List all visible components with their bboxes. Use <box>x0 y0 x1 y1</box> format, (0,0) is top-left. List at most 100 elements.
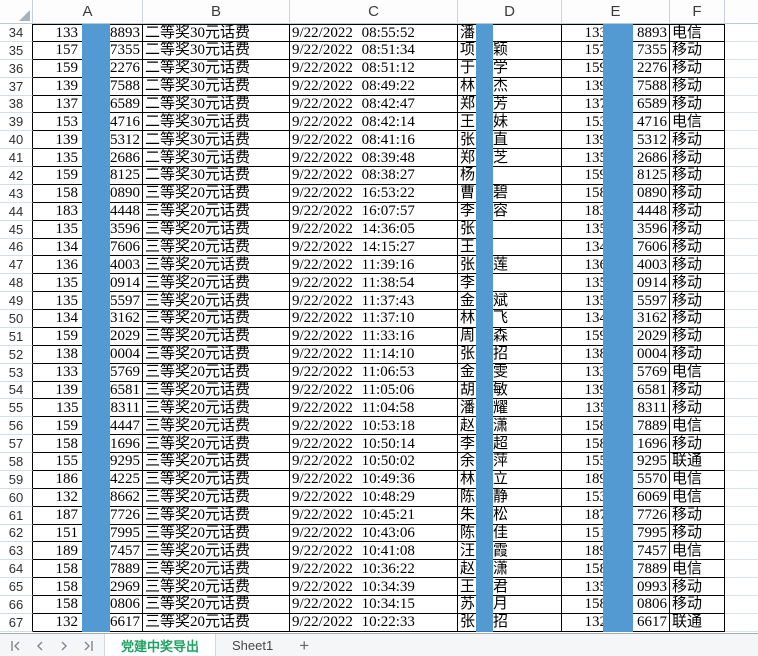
empty-cell[interactable] <box>725 596 758 614</box>
empty-cell[interactable] <box>725 113 758 132</box>
row-number[interactable]: 41 <box>0 149 33 167</box>
row-number[interactable]: 36 <box>0 59 33 78</box>
row-number[interactable]: 63 <box>0 542 33 561</box>
cell-carrier[interactable]: 移动 <box>670 506 725 525</box>
cell-prize[interactable]: 三等奖20元话费 <box>143 381 290 400</box>
cell-datetime[interactable]: 9/22/2022 08:39:48 <box>290 149 458 167</box>
row-number[interactable]: 62 <box>0 524 33 543</box>
cell-prize[interactable]: 三等奖20元话费 <box>143 327 290 346</box>
cell-prize[interactable]: 三等奖20元话费 <box>143 292 290 310</box>
cell-prize[interactable]: 二等奖30元话费 <box>143 77 290 96</box>
row-number[interactable]: 39 <box>0 113 33 132</box>
cell-datetime[interactable]: 9/22/2022 16:53:22 <box>290 184 458 203</box>
cell-carrier[interactable]: 电信 <box>670 24 725 42</box>
cell-name[interactable]: 金斌 <box>458 292 562 310</box>
cell-datetime[interactable]: 9/22/2022 10:50:02 <box>290 453 458 471</box>
row-number[interactable]: 34 <box>0 24 33 42</box>
cell-carrier[interactable]: 移动 <box>670 292 725 310</box>
cell-phone-a[interactable]: 159 2276 <box>33 59 143 78</box>
row-number[interactable]: 54 <box>0 381 33 400</box>
cell-phone-e[interactable]: 133 5769 <box>562 363 670 382</box>
cell-name[interactable]: 李容 <box>458 202 562 221</box>
previous-sheet-button[interactable] <box>33 639 46 652</box>
cell-datetime[interactable]: 9/22/2022 11:33:16 <box>290 327 458 346</box>
cell-phone-a[interactable]: 158 1696 <box>33 435 143 453</box>
cell-prize[interactable]: 三等奖20元话费 <box>143 363 290 382</box>
cell-carrier[interactable]: 电信 <box>670 542 725 561</box>
cell-carrier[interactable]: 移动 <box>670 578 725 596</box>
cell-datetime[interactable]: 9/22/2022 14:36:05 <box>290 220 458 239</box>
next-sheet-button[interactable] <box>57 639 70 652</box>
empty-cell[interactable] <box>725 560 758 579</box>
cell-name[interactable]: 张莲 <box>458 256 562 275</box>
cell-prize[interactable]: 三等奖20元话费 <box>143 202 290 221</box>
row-number[interactable]: 48 <box>0 274 33 293</box>
add-sheet-button[interactable]: + <box>299 635 310 655</box>
cell-datetime[interactable]: 9/22/2022 11:06:53 <box>290 363 458 382</box>
row-number[interactable]: 61 <box>0 506 33 525</box>
cell-prize[interactable]: 三等奖20元话费 <box>143 274 290 293</box>
cell-carrier[interactable]: 移动 <box>670 399 725 418</box>
cell-datetime[interactable]: 9/22/2022 08:55:52 <box>290 24 458 42</box>
cell-prize[interactable]: 二等奖30元话费 <box>143 167 290 185</box>
cell-datetime[interactable]: 9/22/2022 10:22:33 <box>290 613 458 632</box>
cell-prize[interactable]: 二等奖30元话费 <box>143 59 290 78</box>
cell-datetime[interactable]: 9/22/2022 10:36:22 <box>290 560 458 579</box>
cell-prize[interactable]: 三等奖20元话费 <box>143 310 290 328</box>
row-number[interactable]: 49 <box>0 292 33 310</box>
cell-name[interactable]: 赵潇 <box>458 417 562 436</box>
cell-name[interactable]: 林飞 <box>458 310 562 328</box>
cell-carrier[interactable]: 移动 <box>670 41 725 60</box>
row-number[interactable]: 42 <box>0 167 33 185</box>
cell-name[interactable]: 陈佳 <box>458 524 562 543</box>
cell-name[interactable]: 林立 <box>458 470 562 489</box>
row-number[interactable]: 47 <box>0 256 33 275</box>
cell-prize[interactable]: 三等奖20元话费 <box>143 184 290 203</box>
row-number[interactable]: 64 <box>0 560 33 579</box>
cell-carrier[interactable]: 移动 <box>670 202 725 221</box>
cell-datetime[interactable]: 9/22/2022 11:05:06 <box>290 381 458 400</box>
sheet-tab-sheet1[interactable]: Sheet1 <box>232 638 274 653</box>
column-header-d[interactable]: D <box>458 0 562 24</box>
cell-carrier[interactable]: 电信 <box>670 113 725 132</box>
cell-prize[interactable]: 二等奖30元话费 <box>143 149 290 167</box>
cell-carrier[interactable]: 移动 <box>670 256 725 275</box>
cell-prize[interactable]: 三等奖20元话费 <box>143 238 290 257</box>
empty-cell[interactable] <box>725 78 758 96</box>
cell-name[interactable]: 郑芝 <box>458 149 562 167</box>
row-number[interactable]: 45 <box>0 220 33 239</box>
empty-cell[interactable] <box>725 256 758 275</box>
cell-carrier[interactable]: 移动 <box>670 381 725 400</box>
empty-cell[interactable] <box>725 96 758 114</box>
cell-datetime[interactable]: 9/22/2022 11:04:58 <box>290 399 458 418</box>
empty-cell[interactable] <box>725 471 758 489</box>
cell-prize[interactable]: 三等奖20元话费 <box>143 560 290 579</box>
cell-name[interactable]: 胡敏 <box>458 381 562 400</box>
cell-carrier[interactable]: 移动 <box>670 596 725 614</box>
empty-cell[interactable] <box>725 60 758 78</box>
row-number[interactable]: 53 <box>0 363 33 382</box>
row-number[interactable]: 60 <box>0 488 33 507</box>
empty-cell[interactable] <box>725 328 758 346</box>
empty-cell[interactable] <box>725 167 758 185</box>
cell-datetime[interactable]: 9/22/2022 08:51:12 <box>290 59 458 78</box>
cell-name[interactable]: 余萍 <box>458 453 562 471</box>
cell-prize[interactable]: 二等奖30元话费 <box>143 24 290 42</box>
row-number[interactable]: 43 <box>0 184 33 203</box>
cell-datetime[interactable]: 9/22/2022 08:41:16 <box>290 131 458 150</box>
empty-cell[interactable] <box>725 578 758 596</box>
row-number[interactable]: 51 <box>0 327 33 346</box>
cell-prize[interactable]: 二等奖30元话费 <box>143 131 290 150</box>
empty-cell[interactable] <box>725 453 758 471</box>
cell-datetime[interactable]: 9/22/2022 11:37:10 <box>290 310 458 328</box>
row-number[interactable]: 35 <box>0 41 33 60</box>
cell-prize[interactable]: 三等奖20元话费 <box>143 596 290 614</box>
cell-datetime[interactable]: 9/22/2022 10:34:39 <box>290 578 458 596</box>
row-number[interactable]: 57 <box>0 435 33 453</box>
cell-name[interactable]: 赵潇 <box>458 560 562 579</box>
cell-carrier[interactable]: 移动 <box>670 238 725 257</box>
sheet-tab-active[interactable]: 党建中奖导出 <box>104 634 217 656</box>
cell-datetime[interactable]: 9/22/2022 10:53:18 <box>290 417 458 436</box>
cell-carrier[interactable]: 电信 <box>670 417 725 436</box>
cell-carrier[interactable]: 移动 <box>670 310 725 328</box>
